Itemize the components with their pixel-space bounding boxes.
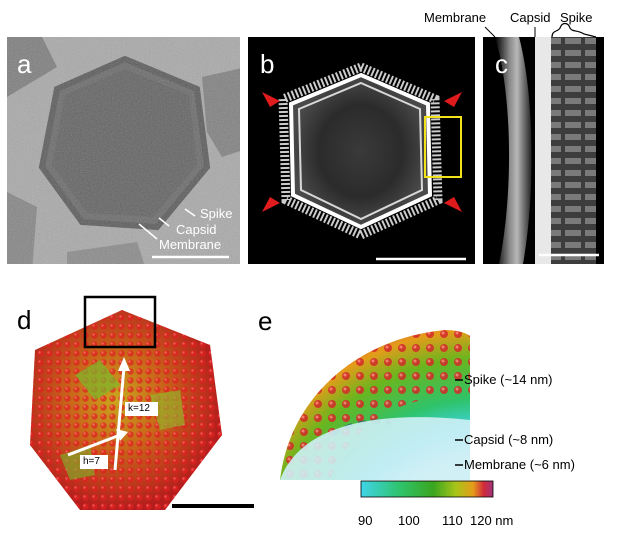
k-vector-label: k=12	[128, 403, 150, 414]
colorbar-tick-90: 90	[358, 513, 373, 528]
panel-a: a Spike Capsid Membrane	[7, 37, 240, 264]
annotation-membrane-a: Membrane	[159, 237, 222, 252]
colorbar	[360, 480, 494, 498]
annotation-membrane-e: Membrane (~6 nm)	[464, 457, 575, 472]
panel-b: b	[248, 37, 475, 264]
panel-label-d: d	[17, 305, 32, 335]
profile-c	[483, 37, 604, 264]
zoom-box-b	[424, 116, 462, 178]
annotation-spike-c: Spike	[560, 10, 593, 25]
zoom-box-d	[83, 295, 157, 349]
annotation-capsid-c: Capsid	[510, 10, 551, 25]
micrograph-a	[7, 37, 240, 264]
annotation-spike-a: Spike	[200, 206, 233, 221]
panel-label-a: a	[17, 49, 32, 79]
panel-label-c: c	[495, 49, 508, 79]
annotation-lines-a	[138, 208, 229, 259]
h-vector-label: h=7	[83, 456, 100, 467]
panel-label-b: b	[260, 49, 275, 79]
panel-label-e: e	[258, 306, 273, 336]
panel-c: c	[483, 37, 604, 264]
colorbar-tick-120: 120 nm	[470, 513, 514, 528]
projection-b	[248, 37, 475, 264]
annotation-spike-e: Spike (~14 nm)	[464, 372, 553, 387]
colorbar-tick-100: 100	[398, 513, 420, 528]
k-vector-box	[125, 402, 158, 416]
annotation-membrane-c: Membrane	[424, 10, 487, 25]
annotation-capsid-e: Capsid (~8 nm)	[464, 432, 554, 447]
section-e	[280, 330, 494, 498]
panel-d: d k=12 h=7	[0, 295, 290, 550]
panel-e: e Spike (~14 nm) Capsid (~8 nm) Membrane…	[255, 300, 640, 550]
h-vector-box	[80, 455, 108, 469]
annotation-capsid-a: Capsid	[176, 222, 217, 237]
reconstruction-d	[30, 295, 254, 510]
colorbar-tick-110: 110	[442, 513, 463, 528]
